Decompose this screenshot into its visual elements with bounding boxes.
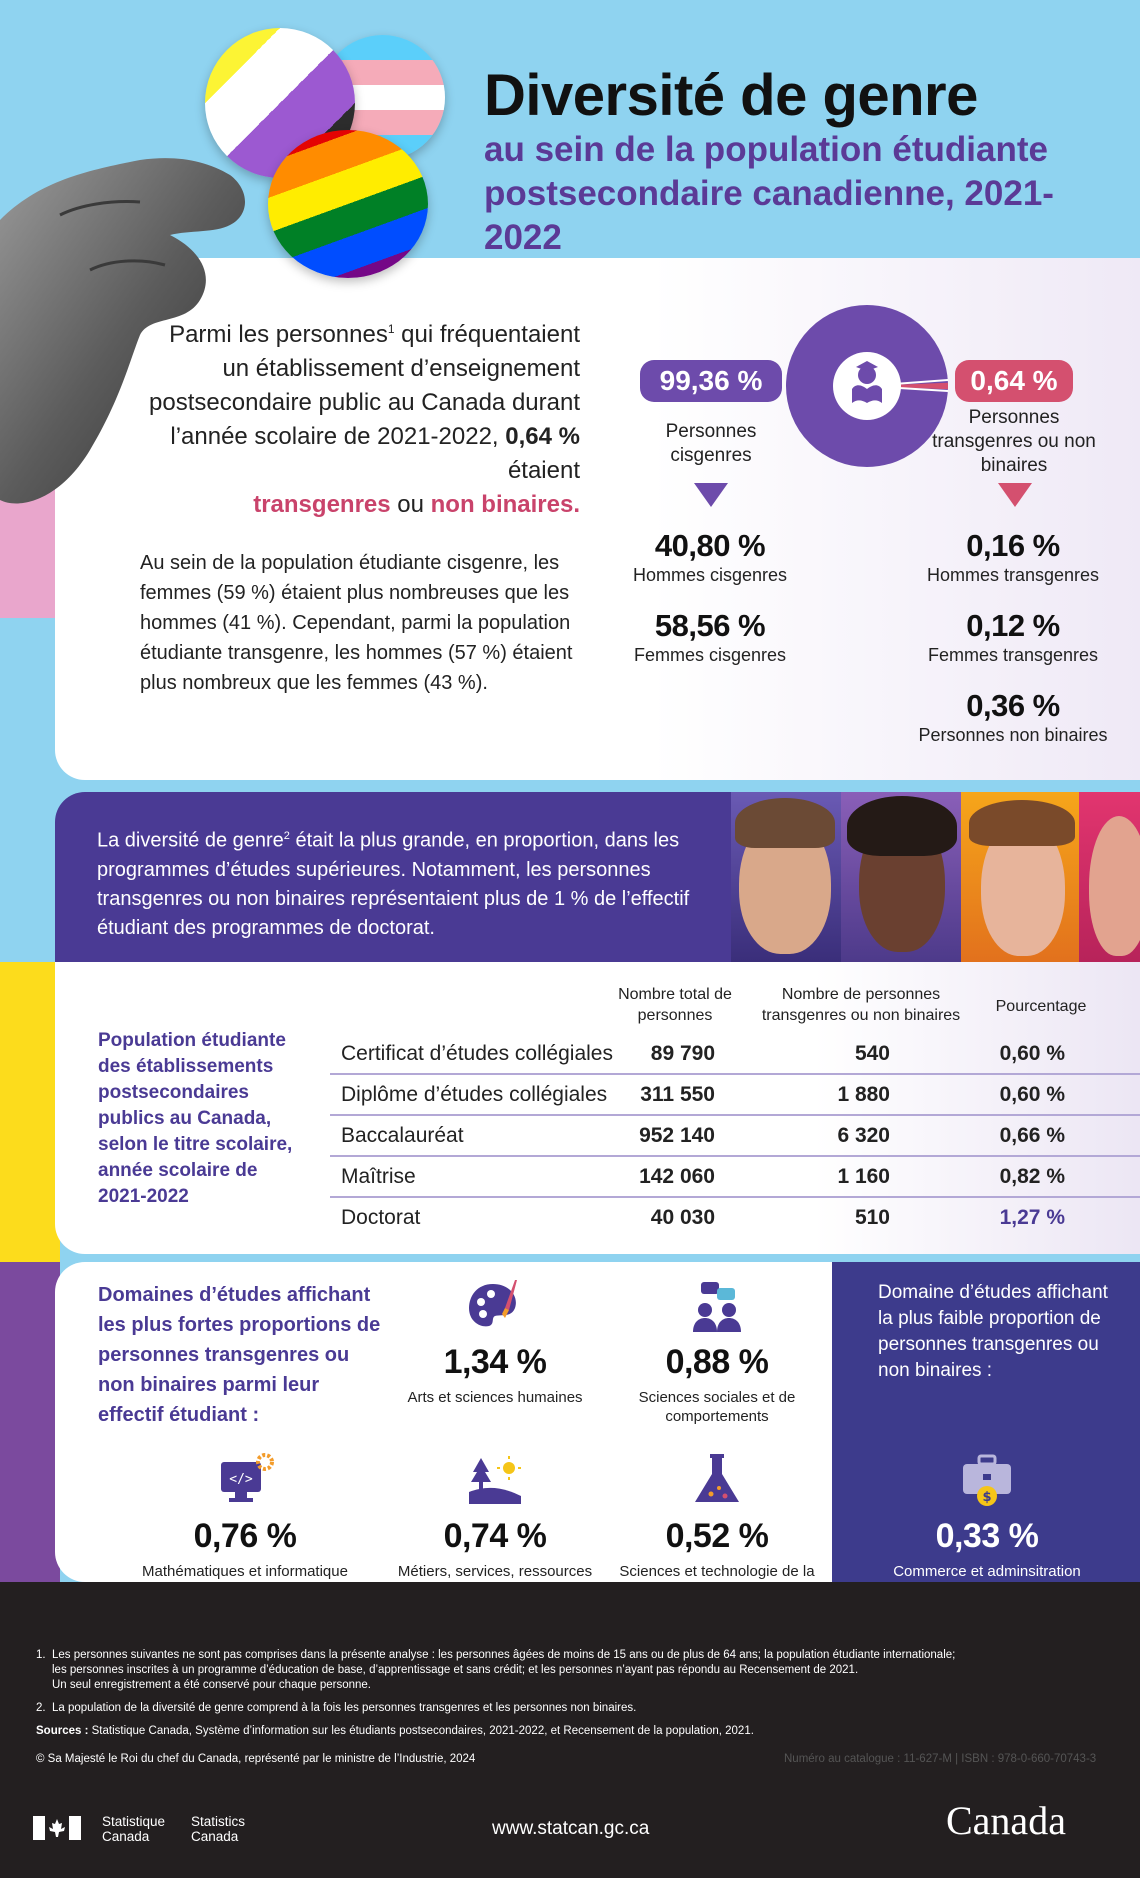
yellow-stripe bbox=[0, 962, 60, 1262]
stat-trans-women: 0,12 % Femmes transgenres bbox=[927, 608, 1099, 665]
statcan-name-en: Statistics Canada bbox=[191, 1814, 246, 1844]
people-chat-icon bbox=[693, 1282, 741, 1332]
statcan-name-fr: Statistique Canada bbox=[102, 1814, 166, 1844]
field-arts: 1,34 % Arts et sciences humaines bbox=[390, 1278, 600, 1407]
trans-label: Personnes transgenres ou non binaires bbox=[932, 407, 1096, 476]
table-row: Diplôme d’études collégiales 311 550 1 880… bbox=[330, 1075, 1140, 1116]
palette-icon bbox=[469, 1280, 517, 1327]
website-link[interactable]: www.statcan.gc.ca bbox=[492, 1818, 650, 1839]
computer-code-icon: </> bbox=[221, 1453, 274, 1502]
field-science-tech: 0,52 %Sciences et technologie de la scie… bbox=[612, 1452, 822, 1600]
cis-trans-paragraph: Au sein de la population étudiante cisge… bbox=[140, 552, 573, 694]
header-trans: Nombre de personnes transgenres ou non b… bbox=[761, 986, 961, 1024]
table-row: Baccalauréat 952 140 6 320 0,66 % bbox=[330, 1116, 1140, 1157]
field-trades: 0,74 %Métiers, services, ressources natu… bbox=[390, 1452, 600, 1600]
cis-label: Personnes cisgenres bbox=[665, 421, 757, 466]
page-title: Diversité de genre bbox=[484, 63, 978, 128]
field-math-computing: </> 0,76 % Mathématiques et informatique … bbox=[140, 1452, 350, 1600]
student-photo-2 bbox=[841, 792, 961, 962]
landscape-icon bbox=[469, 1456, 521, 1504]
trans-percentage-badge: 0,64 % bbox=[955, 360, 1073, 402]
rainbow-flag-badge bbox=[268, 130, 428, 278]
flask-icon bbox=[695, 1454, 739, 1502]
catalogue-number: Numéro au catalogue : 11-627-M | ISBN : … bbox=[784, 1753, 1097, 1765]
canada-flag-icon bbox=[33, 1816, 81, 1840]
trans-arrow-icon bbox=[998, 483, 1032, 507]
stat-nonbinary: 0,36 % Personnes non binaires bbox=[918, 688, 1108, 745]
degree-table-card bbox=[55, 962, 1140, 1254]
student-photo-1 bbox=[731, 792, 841, 962]
hand-illustration bbox=[0, 158, 245, 504]
field-business: $ 0,33 % Commerce et adminsitration bbox=[862, 1452, 1112, 1581]
lowest-field-panel bbox=[832, 1262, 1140, 1582]
student-photo-4 bbox=[1079, 792, 1140, 962]
fields-title: Domaines d’études affichant les plus for… bbox=[98, 1284, 381, 1426]
footer bbox=[0, 1582, 1140, 1878]
table-row: Certificat d’études collégiales 89 790 540… bbox=[330, 1034, 1140, 1075]
sources: Sources : Statistique Canada, Système d’… bbox=[36, 1725, 754, 1737]
copyright: © Sa Majesté le Roi du chef du Canada, r… bbox=[36, 1753, 476, 1765]
band-text: La diversité de genre2 était la plus gra… bbox=[97, 829, 690, 939]
graduate-diversity-band: La diversité de genre2 était la plus gra… bbox=[55, 792, 1140, 962]
cis-percentage-badge: 99,36 % bbox=[640, 360, 782, 402]
stat-cis-men: 40,80 % Hommes cisgenres bbox=[632, 528, 788, 585]
field-social-sciences: 0,88 % Sciences sociales et de comporteme… bbox=[612, 1278, 822, 1426]
lowest-field-title: Domaine d’études affichant la plus faibl… bbox=[878, 1282, 1108, 1381]
table-title: Population étudiante des établissements … bbox=[98, 1030, 293, 1207]
overview-card bbox=[55, 258, 1140, 780]
canada-wordmark: Canada bbox=[946, 1798, 1066, 1843]
briefcase-dollar-icon: $ bbox=[963, 1454, 1011, 1506]
svg-text:</>: </> bbox=[229, 1472, 253, 1487]
intro-text: Parmi les personnes1 qui fréquentaient u… bbox=[149, 321, 580, 518]
student-photo-3 bbox=[961, 792, 1079, 962]
table-row: Doctorat 40 030 510 1,27 % bbox=[341, 1206, 1065, 1229]
header-total: Nombre total de personnes bbox=[618, 986, 732, 1024]
donut-chart bbox=[786, 305, 948, 467]
svg-text:$: $ bbox=[982, 1490, 991, 1505]
page-subtitle: au sein de la population étudiante posts… bbox=[484, 130, 1054, 257]
stat-trans-men: 0,16 % Hommes transgenres bbox=[926, 528, 1100, 585]
purple-stripe bbox=[0, 1262, 60, 1582]
stat-cis-women: 58,56 % Femmes cisgenres bbox=[633, 608, 787, 665]
table-row: Maîtrise 142 060 1 160 0,82 % bbox=[330, 1157, 1140, 1198]
student-reading-icon bbox=[852, 361, 882, 403]
header-percentage: Pourcentage bbox=[995, 998, 1087, 1015]
cis-arrow-icon bbox=[694, 483, 728, 507]
